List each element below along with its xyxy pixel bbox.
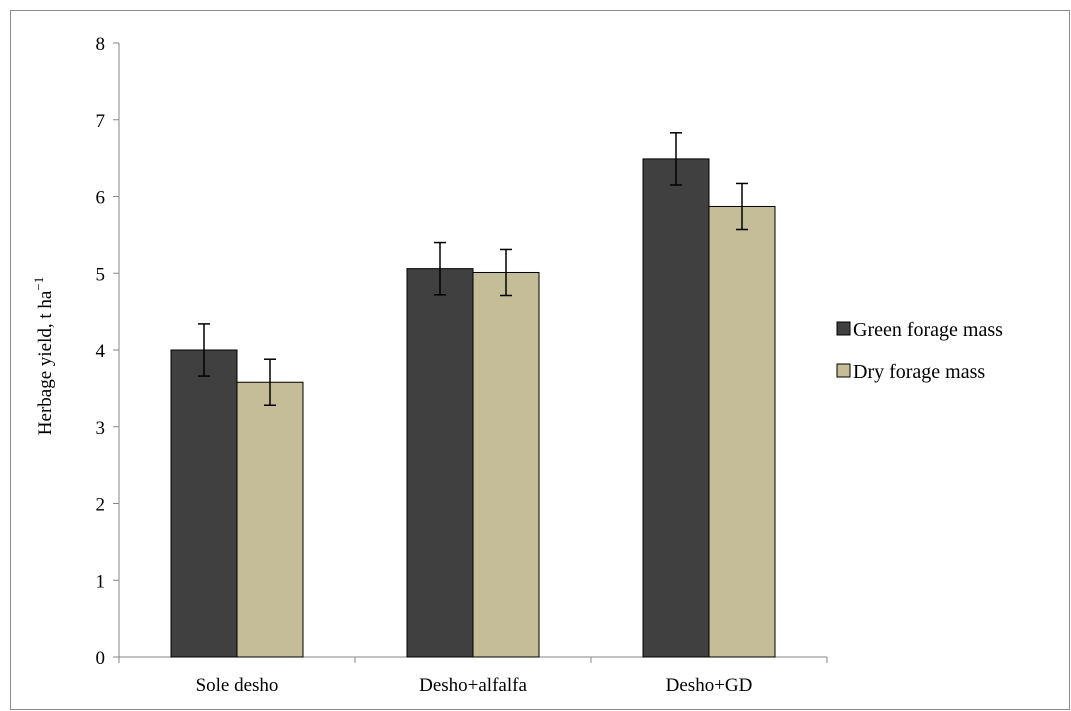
legend-swatch: [836, 363, 851, 378]
x-category-label: Desho+alfalfa: [419, 675, 527, 696]
bar-chart: 0 1 2 3 4 5 6 7 8 Sole desho Desho+alfalfa Desho+G…: [31, 34, 1003, 696]
error-bar: [434, 241, 446, 296]
bar-dry-0: [236, 381, 304, 658]
error-bar: [500, 248, 512, 297]
y-tick-label: 1: [96, 571, 106, 592]
x-category-labels: Sole desho Desho+alfalfa Desho+GD: [196, 675, 753, 696]
bars: [170, 158, 776, 658]
error-bar: [736, 182, 748, 231]
legend-label: Dry forage mass: [853, 361, 985, 383]
y-tick-label: 2: [96, 495, 106, 516]
legend-swatch: [836, 321, 851, 336]
error-bar: [198, 323, 210, 377]
legend: Green forage mass Dry forage mass: [836, 319, 1003, 383]
x-category-label: Desho+GD: [666, 675, 753, 696]
error-bar: [264, 358, 276, 407]
bar-dry-2: [708, 205, 776, 658]
y-tick-label: 5: [96, 264, 106, 285]
y-tick-labels: 0 1 2 3 4 5 6 7 8: [96, 34, 106, 669]
bar-green-1: [406, 268, 474, 658]
y-axis-title-text: Herbage yield, t ha: [35, 290, 56, 435]
x-category-label: Sole desho: [196, 675, 279, 696]
y-axis-title: Herbage yield, t ha−1: [31, 277, 56, 435]
bar-dry-1: [472, 271, 540, 658]
y-tick-label: 0: [96, 648, 106, 669]
y-tick-label: 4: [96, 341, 106, 362]
error-bars: [198, 132, 748, 407]
bar-green-2: [642, 158, 710, 658]
y-axis-title-superscript: −1: [31, 277, 46, 291]
legend-label: Green forage mass: [853, 319, 1003, 341]
y-tick-label: 6: [96, 188, 106, 209]
bar-green-0: [170, 349, 238, 658]
chart-frame: 0 1 2 3 4 5 6 7 8 Sole desho Desho+alfalfa Desho+G…: [10, 10, 1070, 710]
y-tick-label: 8: [96, 34, 106, 55]
error-bar: [670, 132, 682, 186]
y-tick-label: 7: [96, 111, 106, 132]
y-tick-label: 3: [96, 418, 106, 439]
